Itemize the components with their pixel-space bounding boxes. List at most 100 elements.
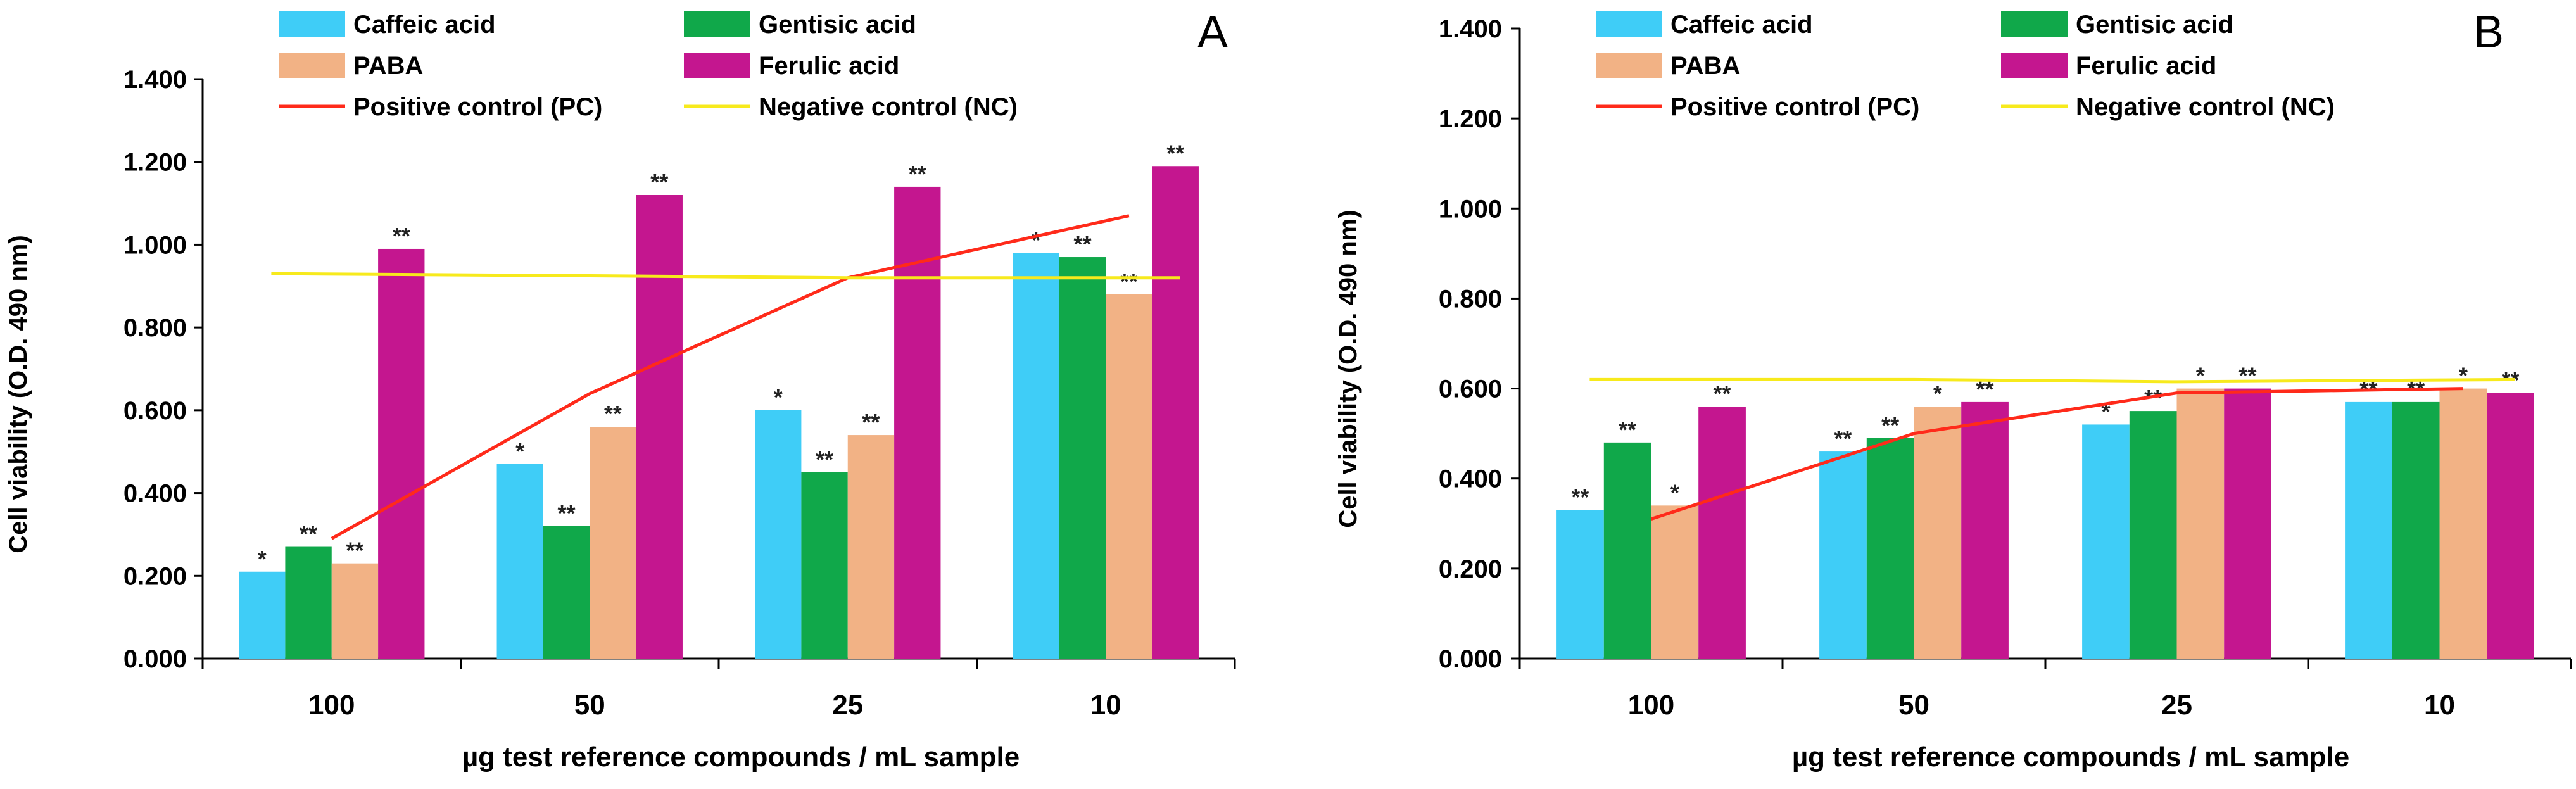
bar-paba — [1914, 407, 1962, 659]
legend-swatch — [279, 53, 345, 78]
y-tick-label: 0.000 — [123, 645, 187, 673]
bar-ferulic-acid — [2487, 393, 2534, 659]
significance-label: ** — [650, 169, 668, 195]
legend-swatch — [2001, 11, 2068, 37]
x-tick-label: 25 — [2161, 690, 2192, 721]
x-tick-label: 100 — [308, 690, 355, 721]
significance-label: * — [2459, 363, 2468, 389]
legend-label: Gentisic acid — [759, 11, 916, 39]
y-tick-label: 1.400 — [123, 66, 187, 94]
significance-label: ** — [346, 538, 363, 564]
significance-label: * — [1933, 381, 1942, 407]
bar-ferulic-acid — [1961, 401, 2009, 659]
significance-label: ** — [393, 223, 410, 249]
bar-paba — [331, 563, 379, 659]
legend: Caffeic acid Gentisic acid PABA Ferulic aci… — [279, 11, 1018, 121]
significance-label: ** — [2239, 363, 2257, 389]
legend-swatch — [2001, 53, 2068, 78]
y-tick-label: 0.200 — [1439, 555, 1502, 583]
y-tick-label: 0.200 — [123, 562, 187, 590]
bar-caffeic-acid — [1013, 253, 1059, 659]
legend-swatch — [1596, 11, 1662, 37]
bar-caffeic-acid — [1819, 451, 1867, 659]
legend-label: PABA — [353, 52, 423, 80]
y-axis-title: Cell viability (O.D. 490 nm) — [4, 235, 32, 553]
y-tick-label: 1.200 — [123, 149, 187, 177]
y-tick-label: 0.400 — [123, 480, 187, 508]
bar-gentisic-acid — [2392, 401, 2440, 659]
significance-label: * — [258, 546, 267, 572]
negative-control-line — [1589, 377, 2516, 384]
legend-label: Caffeic acid — [353, 11, 496, 39]
bar-ferulic-acid — [1698, 407, 1746, 659]
y-tick-label: 1.000 — [123, 231, 187, 259]
legend-label: Negative control (NC) — [759, 93, 1018, 121]
bar-ferulic-acid — [2224, 388, 2271, 659]
legend: Caffeic acid Gentisic acid PABA Ferulic aci… — [1596, 11, 2335, 121]
significance-label: ** — [1834, 426, 1852, 451]
significance-label: ** — [1166, 140, 1184, 166]
legend-swatch — [279, 11, 345, 37]
legend-label: Caffeic acid — [1670, 11, 1813, 39]
legend-label: Positive control (PC) — [353, 93, 602, 121]
x-tick-label: 100 — [1628, 690, 1674, 721]
legend-label: Gentisic acid — [2076, 11, 2233, 39]
significance-label: ** — [1571, 484, 1589, 510]
significance-label: ** — [1074, 231, 1092, 257]
y-tick-label: 0.000 — [1439, 645, 1502, 673]
bar-gentisic-acid — [1866, 438, 1914, 659]
x-tick-label: 10 — [1090, 690, 1121, 721]
y-axis-title: Cell viability (O.D. 490 nm) — [1334, 210, 1362, 527]
bar-gentisic-acid — [801, 472, 848, 659]
legend-label: Negative control (NC) — [2076, 93, 2335, 121]
chart-panel-a: 0.000 0.200 0.400 0.600 0.800 1.000 1.200 1.400… — [4, 7, 1236, 773]
bar-gentisic-acid — [2129, 411, 2177, 659]
chart-root: 0.000 0.200 0.400 0.600 0.800 1.000 1.200 1.400… — [4, 7, 2572, 773]
y-tick-label: 0.600 — [1439, 376, 1502, 403]
y-tick-label: 0.600 — [123, 397, 187, 425]
bar-ferulic-acid — [636, 195, 683, 659]
legend-swatch — [684, 11, 750, 37]
y-tick-label: 0.400 — [1439, 465, 1502, 493]
bar-paba — [2439, 388, 2487, 659]
chart-panel-b: 0.000 0.200 0.400 0.600 0.800 1.000 1.200 1.400… — [1334, 7, 2572, 773]
significance-label: ** — [862, 409, 880, 435]
bar-paba — [2176, 388, 2225, 659]
bar-caffeic-acid — [239, 571, 286, 659]
positive-control-line — [1650, 387, 2463, 521]
significance-label: ** — [816, 446, 833, 472]
legend-label: Ferulic acid — [759, 52, 899, 80]
bar-ferulic-acid — [378, 248, 425, 659]
significance-label: ** — [1881, 412, 1899, 438]
y-tick-label: 1.200 — [1439, 105, 1502, 133]
significance-label: * — [2196, 363, 2205, 389]
significance-label: ** — [558, 500, 576, 526]
x-tick-label: 50 — [574, 690, 605, 721]
significance-label: * — [774, 384, 783, 410]
significance-label: ** — [1120, 268, 1138, 294]
bar-caffeic-acid — [1556, 510, 1604, 659]
bar-gentisic-acid — [1059, 257, 1106, 659]
bar-gentisic-acid — [285, 546, 332, 659]
y-tick-label: 1.000 — [1439, 195, 1502, 223]
y-tick-label: 0.800 — [1439, 285, 1502, 313]
x-axis-title: µg test reference compounds / mL sample — [462, 742, 1020, 773]
bar-caffeic-acid — [496, 464, 543, 659]
significance-label: ** — [1714, 381, 1731, 407]
bar-paba — [1651, 505, 1699, 659]
x-axis-title: µg test reference compounds / mL sample — [1792, 742, 2349, 773]
bar-paba — [1106, 294, 1152, 659]
significance-label: ** — [300, 521, 317, 547]
positive-control-line — [331, 214, 1130, 540]
legend-label: Positive control (PC) — [1670, 93, 1919, 121]
bar-paba — [590, 427, 636, 659]
bar-caffeic-acid — [755, 410, 802, 659]
significance-label: * — [1670, 479, 1679, 505]
significance-label: ** — [909, 161, 926, 187]
legend-swatch — [684, 53, 750, 78]
bar-caffeic-acid — [2345, 401, 2392, 659]
y-tick-label: 1.400 — [1439, 15, 1502, 43]
bar-paba — [847, 435, 895, 659]
x-tick-label: 50 — [1898, 690, 1929, 721]
